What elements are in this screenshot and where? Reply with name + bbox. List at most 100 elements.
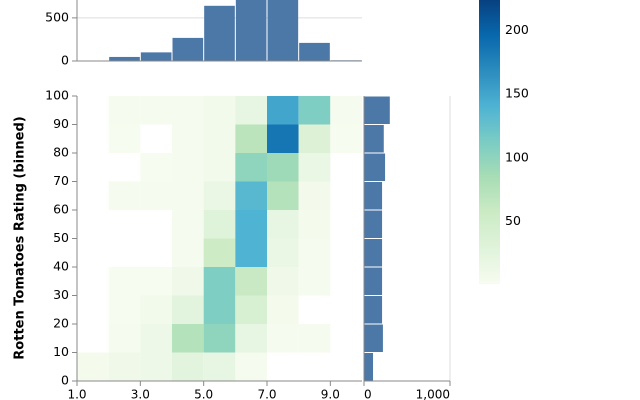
bar bbox=[364, 267, 383, 295]
heat-cell bbox=[140, 153, 172, 182]
heat-cell bbox=[298, 238, 331, 267]
bar bbox=[364, 153, 386, 181]
heat-cell bbox=[172, 352, 204, 381]
x-tick-label: 1,000 bbox=[416, 388, 450, 400]
heat-cell bbox=[267, 324, 299, 353]
heat-cell bbox=[298, 267, 331, 296]
heat-cell bbox=[267, 238, 299, 267]
y-axis-title: Rotten Tomatoes Rating (binned) bbox=[13, 116, 28, 359]
y-tick-label: 500 bbox=[45, 9, 69, 24]
heat-cell bbox=[298, 210, 331, 239]
heat-cell bbox=[298, 324, 331, 353]
heat-cell bbox=[267, 210, 299, 239]
heat-cell bbox=[235, 210, 267, 239]
y-tick-label: 20 bbox=[53, 316, 69, 331]
y-tick-label: 80 bbox=[53, 145, 69, 160]
heat-cell bbox=[203, 181, 236, 210]
heat-cell bbox=[267, 181, 299, 210]
heat-cell bbox=[172, 324, 204, 353]
heat-cell bbox=[203, 124, 236, 153]
heat-cell bbox=[203, 352, 236, 381]
bar bbox=[364, 324, 383, 352]
x-tick-label: 7.0 bbox=[257, 388, 276, 400]
bar bbox=[204, 5, 235, 62]
bar bbox=[364, 182, 383, 210]
heat-cell bbox=[172, 210, 204, 239]
heat-cell bbox=[77, 352, 109, 381]
y-tick-label: 100 bbox=[45, 88, 69, 103]
heat-cell bbox=[172, 124, 204, 153]
heat-cell bbox=[235, 267, 267, 296]
heat-cell bbox=[267, 96, 299, 125]
heat-cell bbox=[267, 153, 299, 182]
y-tick-label: 0 bbox=[61, 53, 69, 68]
heat-cell bbox=[203, 238, 236, 267]
heat-cell bbox=[203, 210, 236, 239]
legend-label: 150 bbox=[505, 86, 529, 101]
y-tick-label: 90 bbox=[53, 116, 69, 131]
heat-cell bbox=[298, 96, 331, 125]
heat-cell bbox=[235, 153, 267, 182]
heat-cell bbox=[140, 267, 172, 296]
heat-cell bbox=[267, 295, 299, 324]
heat-cell bbox=[235, 324, 267, 353]
heat-cell bbox=[330, 124, 362, 153]
heat-cell bbox=[140, 181, 172, 210]
heat-cell bbox=[235, 181, 267, 210]
bar bbox=[364, 353, 374, 381]
heat-cell bbox=[140, 295, 172, 324]
y-tick-label: 50 bbox=[53, 230, 69, 245]
heat-cell bbox=[172, 96, 204, 125]
legend-label: 200 bbox=[505, 22, 529, 37]
y-tick-label: 70 bbox=[53, 173, 69, 188]
bar bbox=[364, 210, 383, 238]
heat-cell bbox=[330, 96, 362, 125]
heat-cell bbox=[298, 124, 331, 153]
heat-cell bbox=[235, 238, 267, 267]
bar bbox=[364, 96, 390, 124]
heat-cell bbox=[235, 96, 267, 125]
x-tick-label: 0 bbox=[364, 388, 372, 400]
heat-cell bbox=[235, 352, 267, 381]
heat-cell bbox=[203, 153, 236, 182]
legend-label: 50 bbox=[505, 213, 521, 228]
x-tick-label: 5.0 bbox=[194, 388, 213, 400]
y-tick-label: 10 bbox=[53, 344, 69, 359]
bar bbox=[364, 239, 383, 267]
x-tick-label: 1.0 bbox=[67, 388, 86, 400]
y-tick-label: 60 bbox=[53, 202, 69, 217]
heat-cell bbox=[140, 352, 172, 381]
x-tick-label: 9.0 bbox=[321, 388, 340, 400]
heat-cell bbox=[203, 267, 236, 296]
bar bbox=[172, 37, 204, 61]
heat-cell bbox=[108, 324, 141, 353]
heat-cell bbox=[108, 352, 141, 381]
heat-cell bbox=[172, 238, 204, 267]
heat-cell bbox=[267, 124, 299, 153]
bar bbox=[364, 296, 383, 324]
heat-cell bbox=[172, 153, 204, 182]
y-tick-label: 40 bbox=[53, 259, 69, 274]
heat-cell bbox=[108, 124, 141, 153]
heat-cell bbox=[108, 267, 141, 296]
heat-cell bbox=[203, 295, 236, 324]
heat-cell bbox=[172, 181, 204, 210]
heat-cell bbox=[172, 267, 204, 296]
heat-cell bbox=[235, 295, 267, 324]
heat-cell bbox=[108, 181, 141, 210]
bar bbox=[267, 0, 299, 62]
bar bbox=[299, 42, 330, 61]
bar bbox=[235, 0, 267, 62]
bar bbox=[109, 56, 140, 61]
heat-cell bbox=[235, 124, 267, 153]
heat-cell bbox=[108, 295, 141, 324]
heat-cell bbox=[298, 181, 331, 210]
legend-label: 100 bbox=[505, 149, 529, 164]
bar bbox=[364, 125, 384, 153]
heat-cell bbox=[203, 324, 236, 353]
heat-cell bbox=[267, 267, 299, 296]
color-legend bbox=[479, 0, 500, 284]
y-tick-label: 30 bbox=[53, 287, 69, 302]
heat-cell bbox=[172, 295, 204, 324]
